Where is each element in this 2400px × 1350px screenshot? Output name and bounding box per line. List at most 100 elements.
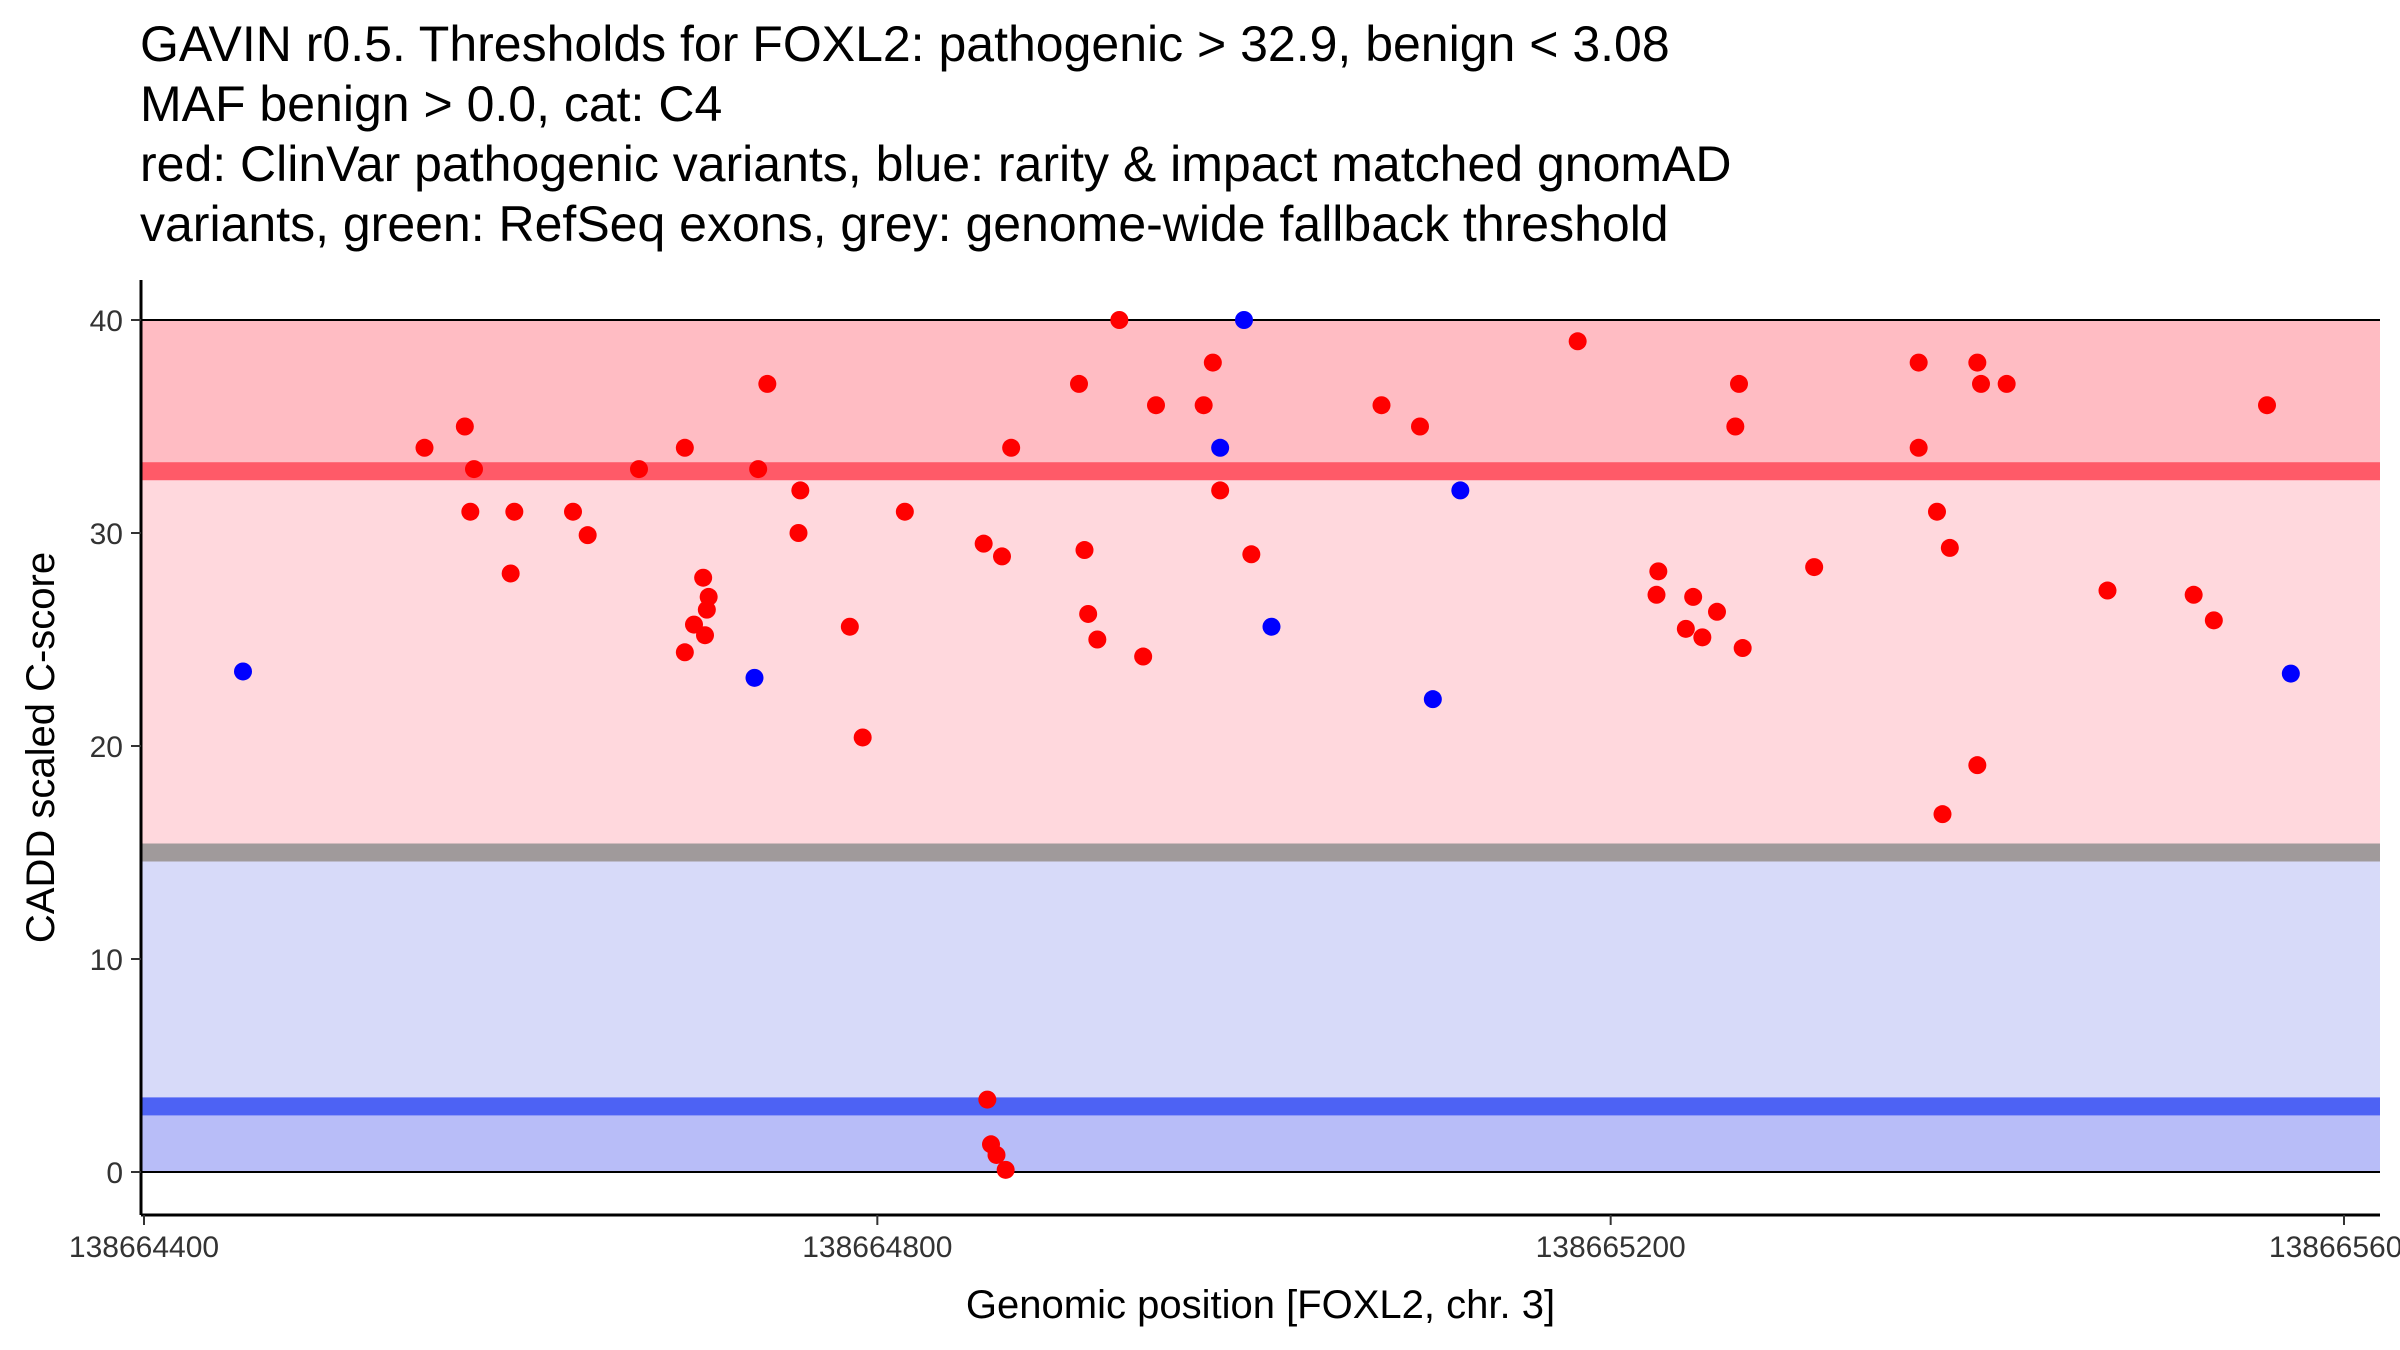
fallback-threshold-line xyxy=(141,843,2380,862)
pathogenic-point xyxy=(2204,611,2223,630)
pathogenic-point xyxy=(1649,562,1668,581)
pathogenic-point xyxy=(1676,619,1695,638)
gnomad-point xyxy=(1211,438,1230,457)
gnomad-point xyxy=(1235,311,1253,329)
pathogenic-point xyxy=(1997,374,2016,393)
pathogenic-point xyxy=(694,568,713,587)
pathogenic-point xyxy=(1909,438,1928,457)
pathogenic-point xyxy=(1242,545,1261,564)
gnomad-point xyxy=(234,662,252,681)
pathogenic-point xyxy=(1079,604,1098,623)
pathogenic-point xyxy=(1928,502,1946,521)
title-line-1: GAVIN r0.5. Thresholds for FOXL2: pathog… xyxy=(140,16,1670,72)
pathogenic-point xyxy=(2184,585,2203,604)
pathogenic-point xyxy=(1088,630,1107,649)
pathogenic-point xyxy=(1940,538,1959,557)
y-tick-label: 40 xyxy=(90,305,123,338)
pathogenic-point xyxy=(978,1090,997,1109)
pathogenic-point xyxy=(2258,396,2276,415)
threshold-lines xyxy=(141,319,2380,1173)
benign-threshold-line xyxy=(141,1097,2380,1116)
pathogenic-point xyxy=(996,1160,1015,1179)
pathogenic-point xyxy=(1968,756,1987,775)
pathogenic-point xyxy=(1147,396,1165,415)
pathogenic-point xyxy=(675,643,694,662)
pathogenic-point xyxy=(461,502,480,521)
y-axis-ticks: 0 10 20 30 40 xyxy=(90,305,141,1190)
pathogenic-point xyxy=(987,1145,1006,1164)
pathogenic-point xyxy=(564,502,582,521)
y-tick-label: 20 xyxy=(90,731,123,764)
title-line-2: MAF benign > 0.0, cat: C4 xyxy=(140,76,723,132)
gnomad-point xyxy=(1423,690,1442,709)
pathogenic-point xyxy=(501,564,520,583)
title-line-3: red: ClinVar pathogenic variants, blue: … xyxy=(140,136,1732,192)
pathogenic-point xyxy=(697,600,716,619)
pathogenic-point xyxy=(1909,353,1928,372)
pathogenic-point xyxy=(1211,481,1230,500)
pathogenic-point xyxy=(853,728,872,747)
pathogenic-point xyxy=(2098,581,2117,600)
pathogenic-point xyxy=(1194,396,1213,415)
y-tick-label: 30 xyxy=(90,518,123,551)
pathogenic-point xyxy=(1968,353,1987,372)
x-tick-label: 138664400 xyxy=(69,1231,219,1264)
gnomad-point xyxy=(2281,664,2300,683)
pathogenic-point xyxy=(1684,587,1703,606)
pathogenic-point xyxy=(840,617,859,636)
benign-band-upper xyxy=(141,858,2380,1107)
pathogenic-point xyxy=(993,547,1011,566)
pathogenic-point xyxy=(1726,417,1745,436)
x-axis-title: Genomic position [FOXL2, chr. 3] xyxy=(966,1283,1555,1327)
pathogenic-point xyxy=(895,502,914,521)
threshold-bands xyxy=(141,320,2380,1172)
gnomad-point xyxy=(745,668,764,687)
pathogenic-point xyxy=(455,417,474,436)
pathogenic-point xyxy=(1708,602,1726,621)
pathogenic-point xyxy=(789,524,808,542)
pathogenic-point xyxy=(974,534,993,553)
pathogenic-point xyxy=(630,460,648,479)
pathogenic-point xyxy=(1372,396,1391,415)
pathogenic-point xyxy=(1002,438,1021,457)
pathogenic-point xyxy=(1972,374,1990,393)
chart-title: GAVIN r0.5. Thresholds for FOXL2: pathog… xyxy=(140,14,2340,254)
pathogenic-point xyxy=(1730,374,1748,393)
pathogenic-point xyxy=(1203,353,1222,372)
gnomad-point xyxy=(1262,617,1281,636)
y-axis-title: CADD scaled C-score xyxy=(19,552,63,943)
pathogenic-point xyxy=(1411,417,1429,436)
pathogenic-point xyxy=(696,626,714,645)
pathogenic-point xyxy=(749,460,768,479)
pathogenic-band-lower xyxy=(141,471,2380,847)
x-tick-label: 138665200 xyxy=(1536,1231,1686,1264)
pathogenic-point xyxy=(1693,628,1712,647)
gnomad-point xyxy=(1451,481,1470,500)
pathogenic-point xyxy=(675,438,694,457)
pathogenic-point xyxy=(1070,374,1088,393)
y-tick-label: 10 xyxy=(90,944,123,977)
pathogenic-point xyxy=(1933,805,1952,824)
pathogenic-point xyxy=(1110,311,1129,329)
pathogenic-point xyxy=(415,438,434,457)
pathogenic-band-upper xyxy=(141,320,2380,472)
pathogenic-point xyxy=(791,481,810,500)
pathogenic-point xyxy=(465,460,483,479)
pathogenic-threshold-line xyxy=(141,462,2380,481)
data-points xyxy=(234,311,2300,1179)
pathogenic-point xyxy=(1134,647,1153,666)
pathogenic-point xyxy=(505,502,524,521)
benign-band-lower xyxy=(141,1106,2380,1172)
pathogenic-point xyxy=(758,374,777,393)
pathogenic-point xyxy=(1733,639,1752,658)
pathogenic-point xyxy=(1568,332,1587,351)
pathogenic-point xyxy=(1805,558,1824,577)
x-tick-label: 138664800 xyxy=(802,1231,952,1264)
pathogenic-point xyxy=(1647,585,1666,604)
pathogenic-point xyxy=(578,526,597,545)
y-tick-label: 0 xyxy=(106,1157,123,1190)
